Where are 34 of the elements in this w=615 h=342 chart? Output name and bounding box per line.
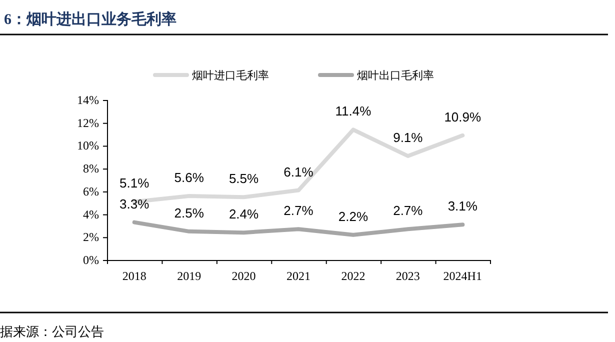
data-label: 2.2% xyxy=(338,208,368,224)
x-tick-label: 2023 xyxy=(396,269,420,283)
data-label: 2.5% xyxy=(174,205,204,220)
data-label: 5.1% xyxy=(120,176,150,191)
text: 据来源：公司公告 xyxy=(0,324,104,339)
x-tick-label: 2019 xyxy=(177,269,202,283)
y-tick-label: 0% xyxy=(83,253,99,267)
y-tick-label: 14% xyxy=(77,93,99,107)
y-tick-label: 6% xyxy=(83,184,99,198)
x-tick-label: 2021 xyxy=(286,269,310,283)
line-series xyxy=(132,220,465,237)
data-label: 9.1% xyxy=(393,130,424,145)
data-label: 5.5% xyxy=(228,171,260,186)
y-tick-label: 4% xyxy=(83,207,99,222)
legend-label: 烟叶进口毛利率 xyxy=(192,69,269,82)
y-tick-label: 12% xyxy=(77,116,99,130)
data-label: 3.1% xyxy=(448,198,478,214)
x-tick-label: 2020 xyxy=(232,269,256,283)
data-label: 2.4% xyxy=(228,206,260,222)
data-label: 10.9% xyxy=(444,109,482,124)
data-label: 2.7% xyxy=(393,203,424,218)
data-label: 3.3% xyxy=(120,196,150,212)
x-tick-label: 2024H1 xyxy=(443,269,482,283)
y-tick-label: 10% xyxy=(77,138,99,153)
x-tick-label: 2018 xyxy=(122,269,146,283)
data-label: 2.7% xyxy=(284,203,314,218)
x-tick-label: 2022 xyxy=(341,269,366,283)
y-tick-label: 2% xyxy=(83,230,99,244)
chart-title: 6：烟叶进出口业务毛利率 xyxy=(4,10,176,28)
data-label: 6.1% xyxy=(284,164,314,180)
y-tick-label: 8% xyxy=(83,162,99,176)
legend-label: 烟叶出口毛利率 xyxy=(357,69,434,82)
data-label: 11.4% xyxy=(335,104,372,119)
data-label: 5.6% xyxy=(174,170,204,185)
